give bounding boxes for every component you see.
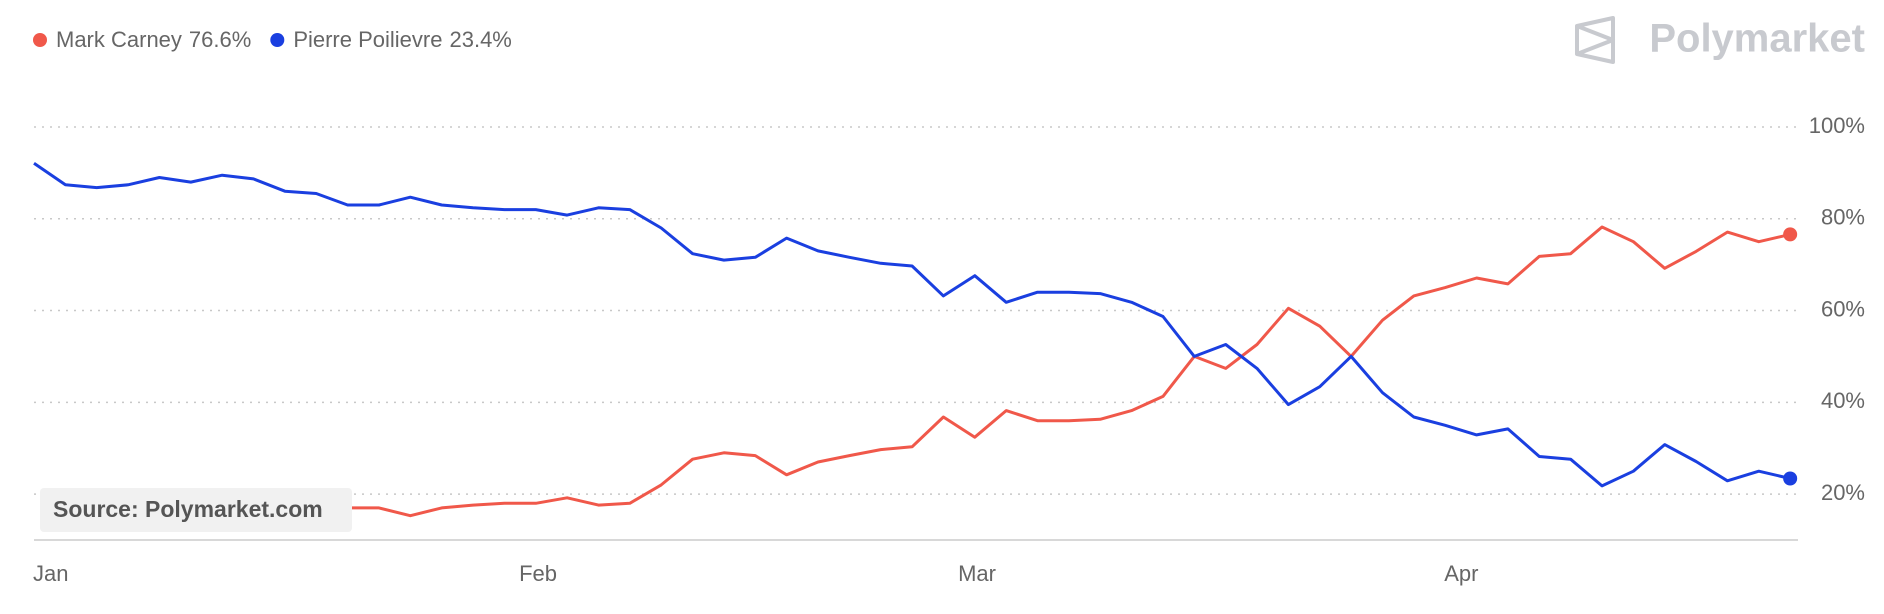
y-tick-label: 80%: [1821, 205, 1865, 230]
end-point: [1783, 471, 1798, 486]
legend-label: Mark Carney: [56, 27, 182, 52]
legend-value: 76.6%: [189, 27, 251, 52]
x-tick-label: Apr: [1444, 561, 1478, 586]
legend-marker: [270, 33, 285, 47]
x-tick-label: Jan: [33, 561, 68, 586]
legend-marker: [33, 33, 47, 47]
series-line: [284, 225, 1791, 524]
x-tick-label: Feb: [519, 561, 557, 586]
brand: Polymarket: [1649, 17, 1865, 61]
series-line: [33, 162, 1791, 488]
y-tick-label: 100%: [1809, 113, 1865, 138]
x-tick-label: Mar: [958, 561, 996, 586]
y-tick-label: 40%: [1821, 388, 1865, 413]
legend-value: 23.4%: [449, 27, 511, 52]
end-point: [1783, 227, 1798, 242]
source-box: [40, 488, 352, 532]
legend-label: Pierre Poilievre: [293, 27, 442, 52]
y-tick-label: 20%: [1821, 480, 1865, 505]
source: Source: Polymarket.com: [53, 496, 323, 522]
y-tick-label: 60%: [1821, 296, 1865, 321]
logo: [1575, 16, 1615, 64]
